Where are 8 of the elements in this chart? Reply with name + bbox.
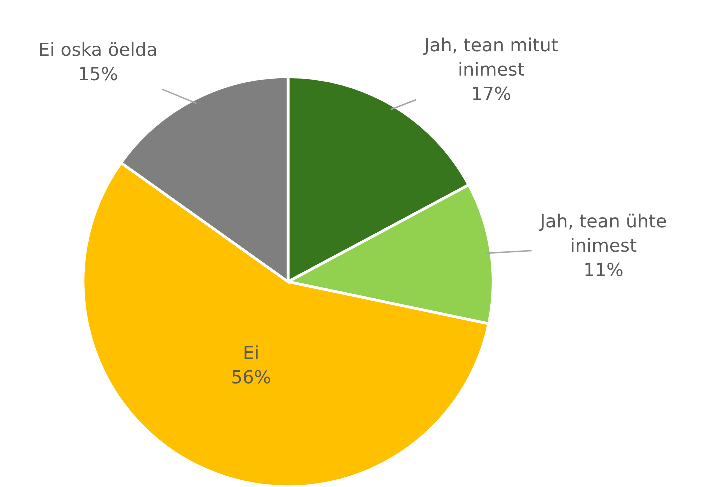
data-label: 17% xyxy=(473,86,511,100)
slice-label: Jah, tean mitut inimest xyxy=(424,38,558,76)
data-label: 15% xyxy=(80,67,118,81)
slice-label: Ei xyxy=(244,346,258,360)
data-label: 11% xyxy=(586,262,623,277)
slice-label: Jah, tean ühte inimest xyxy=(539,214,666,252)
data-label: 56% xyxy=(232,370,270,384)
slice-label: Ei oska öelda xyxy=(40,42,156,56)
